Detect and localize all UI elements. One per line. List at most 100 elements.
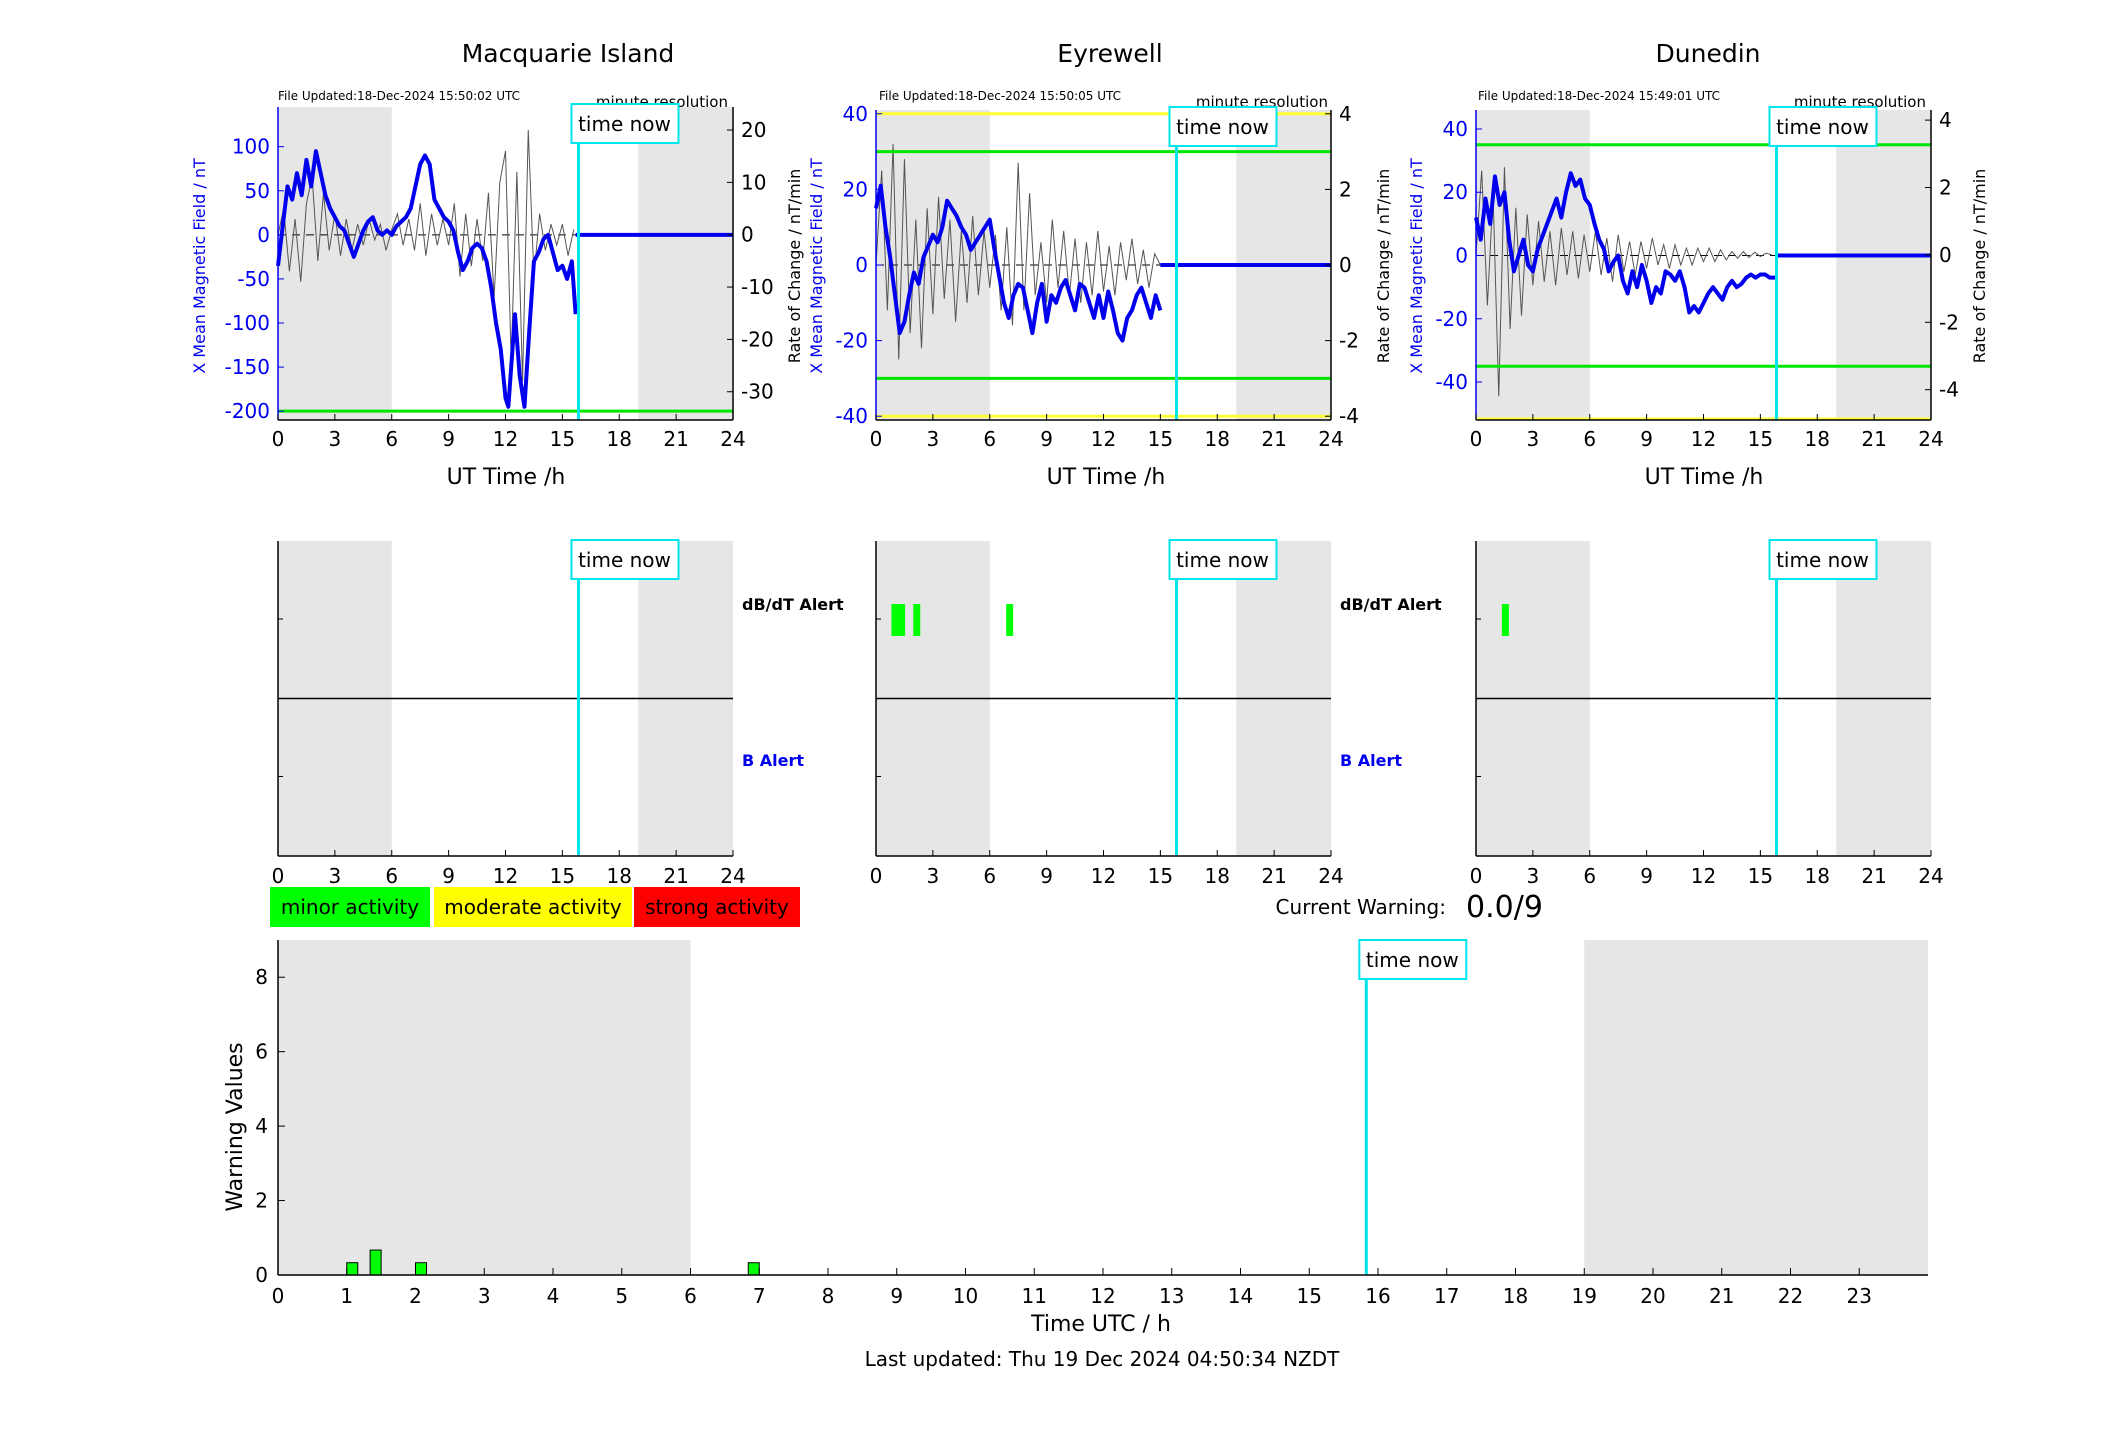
y-tick-label-left: -40 <box>1435 370 1468 394</box>
x-tick-label: 24 <box>1318 427 1343 451</box>
y-tick-label-right: -4 <box>1939 378 1959 402</box>
x-tick-label: 18 <box>1805 427 1830 451</box>
y-tick-label-left: -150 <box>225 355 270 379</box>
x-tick-label: 18 <box>1205 427 1230 451</box>
legend-minor-label: minor activity <box>281 895 419 919</box>
x-tick-label: 6 <box>983 864 996 888</box>
time-now-label: time now <box>1176 115 1269 139</box>
x-tick-label: 9 <box>442 864 455 888</box>
y-tick-label-right: 2 <box>1339 177 1352 201</box>
time-now-box <box>1168 539 1278 580</box>
y-tick-label-right: -20 <box>741 327 774 351</box>
y-axis-label-left: X Mean Magnetic Field / nT <box>1407 158 1426 374</box>
warning-bar <box>415 1262 427 1276</box>
warning-x-axis-label: Time UTC / h <box>1030 1312 1171 1337</box>
y-tick-label: 6 <box>255 1040 268 1064</box>
x-tick-label: 12 <box>1691 864 1716 888</box>
x-tick-label: 11 <box>1022 1284 1047 1308</box>
x-tick-label: 3 <box>1527 864 1540 888</box>
warning-bar <box>747 1262 760 1276</box>
time-now-label: time now <box>578 112 671 136</box>
magnetic-field-series <box>276 149 578 409</box>
x-tick-label: 0 <box>1470 864 1483 888</box>
time-now-label: time now <box>1776 548 1869 572</box>
y-axis-label-right: Rate of Change / nT/min <box>1374 169 1393 364</box>
time-now-label: time now <box>1366 948 1459 972</box>
station-panel-eyrewell: Eyrewell File Updated:18-Dec-2024 15:50:… <box>807 39 1393 490</box>
x-tick-label: 6 <box>684 1284 697 1308</box>
x-tick-label: 15 <box>550 864 575 888</box>
b-alert-label: B Alert <box>1340 751 1402 770</box>
x-tick-label: 3 <box>329 864 342 888</box>
y-tick-label-left: -50 <box>237 267 270 291</box>
rate-of-change-series <box>875 144 1161 360</box>
y-tick-label-right: -4 <box>1339 404 1359 428</box>
x-tick-label: 5 <box>615 1284 628 1308</box>
y-tick-label-left: 0 <box>257 223 270 247</box>
time-now-box <box>1768 106 1878 147</box>
y-tick-label-right: 4 <box>1939 108 1952 132</box>
x-tick-label: 24 <box>720 864 745 888</box>
x-tick-label: 0 <box>1470 427 1483 451</box>
night-shading <box>1584 940 1928 1275</box>
alert-panel-eyrewell: time now 0 3 6 9 12 15 18 21 24 <box>870 539 1344 888</box>
dbdt-alert-marker <box>1501 604 1509 636</box>
x-tick-label: 3 <box>1527 427 1540 451</box>
x-tick-label: 12 <box>1090 1284 1115 1308</box>
y-tick-label-left: 100 <box>232 135 270 159</box>
x-tick-label: 12 <box>1691 427 1716 451</box>
y-tick-label-left: 40 <box>1443 117 1468 141</box>
y-tick-label-left: 0 <box>855 253 868 277</box>
x-tick-label: 3 <box>927 864 940 888</box>
x-tick-label: 10 <box>953 1284 978 1308</box>
warning-bar <box>346 1262 359 1276</box>
x-tick-label: 21 <box>1861 864 1886 888</box>
y-tick-label-right: 10 <box>741 170 766 194</box>
b-alert-label: B Alert <box>742 751 804 770</box>
x-tick-label: 15 <box>1297 1284 1322 1308</box>
x-tick-label: 21 <box>663 427 688 451</box>
y-tick-label-left: -20 <box>835 329 868 353</box>
warning-y-axis-label: Warning Values <box>223 1042 248 1211</box>
x-tick-label: 18 <box>1205 864 1230 888</box>
x-tick-label: 9 <box>442 427 455 451</box>
rate-of-change-series <box>277 130 575 382</box>
time-now-box <box>1358 939 1468 980</box>
y-tick-label-right: -2 <box>1339 329 1359 353</box>
y-tick-label-right: 20 <box>741 118 766 142</box>
x-tick-label: 0 <box>870 864 883 888</box>
x-tick-label: 18 <box>607 864 632 888</box>
dbdt-alert-marker <box>1006 604 1014 636</box>
time-now-label: time now <box>578 548 671 572</box>
x-tick-label: 9 <box>1640 864 1653 888</box>
x-tick-label: 21 <box>1709 1284 1734 1308</box>
x-tick-label: 7 <box>753 1284 766 1308</box>
x-tick-label: 4 <box>547 1284 560 1308</box>
x-tick-label: 20 <box>1640 1284 1665 1308</box>
x-tick-label: 6 <box>1583 427 1596 451</box>
x-tick-label: 13 <box>1159 1284 1184 1308</box>
current-warning-label: Current Warning: <box>1276 895 1446 919</box>
x-axis-label: UT Time /h <box>447 465 566 490</box>
dbdt-alert-marker <box>913 604 921 636</box>
legend-strong-swatch <box>634 887 800 927</box>
x-tick-label: 9 <box>1040 427 1053 451</box>
x-tick-label: 6 <box>385 864 398 888</box>
x-tick-label: 21 <box>1261 427 1286 451</box>
x-tick-label: 23 <box>1847 1284 1872 1308</box>
dbdt-alert-label: dB/dT Alert <box>1340 595 1442 614</box>
activity-legend: minor activity moderate activity strong … <box>270 887 800 927</box>
x-tick-label: 8 <box>822 1284 835 1308</box>
legend-strong-label: strong activity <box>645 895 789 919</box>
x-tick-label: 12 <box>1091 427 1116 451</box>
dbdt-alert-label: dB/dT Alert <box>742 595 844 614</box>
x-tick-label: 0 <box>870 427 883 451</box>
station-panel-dunedin: Dunedin File Updated:18-Dec-2024 15:49:0… <box>1407 39 1989 490</box>
y-axis-label-right: Rate of Change / nT/min <box>1970 169 1989 364</box>
file-updated-text: File Updated:18-Dec-2024 15:50:05 UTC <box>879 89 1121 103</box>
x-tick-label: 6 <box>983 427 996 451</box>
legend-minor-swatch <box>270 887 430 927</box>
